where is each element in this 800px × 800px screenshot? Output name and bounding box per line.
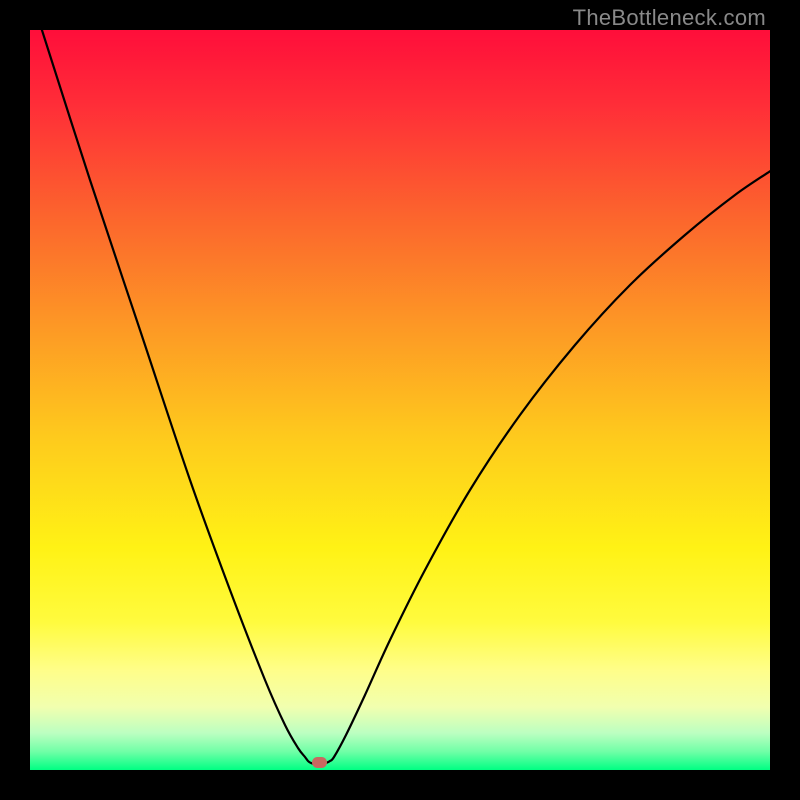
plot-area bbox=[30, 30, 770, 770]
bottleneck-curve bbox=[30, 30, 770, 770]
optimal-point-marker bbox=[312, 757, 327, 768]
chart-frame: TheBottleneck.com bbox=[0, 0, 800, 800]
watermark-text: TheBottleneck.com bbox=[573, 5, 766, 31]
